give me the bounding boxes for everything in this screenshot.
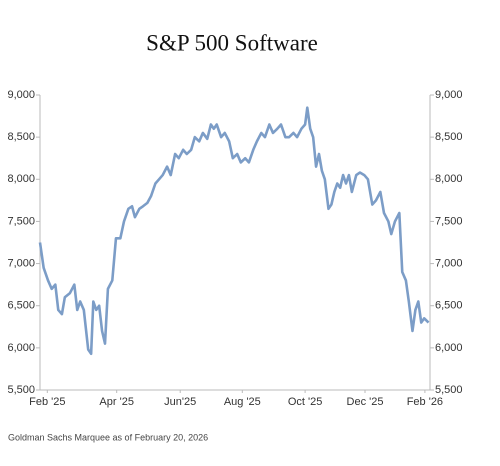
y2-tick-label: 7,500: [435, 215, 463, 227]
chart-title: S&P 500 Software: [146, 30, 318, 55]
y2-tick-label: 6,000: [435, 342, 463, 354]
x-tick-label: Feb '26: [407, 396, 443, 408]
x-tick-label: Feb '25: [29, 396, 65, 408]
x-tick-label: Apr '25: [99, 396, 134, 408]
y2-tick-label: 7,000: [435, 257, 463, 269]
y-tick-label: 7,500: [7, 215, 35, 227]
y2-tick-label: 8,500: [435, 131, 463, 143]
x-tick-label: Jun'25: [164, 396, 196, 408]
y-tick-label: 8,500: [7, 131, 35, 143]
x-tick-label: Oct '25: [288, 396, 323, 408]
y2-tick-label: 8,000: [435, 173, 463, 185]
y-tick-label: 5,500: [7, 384, 35, 396]
y2-tick-label: 9,000: [435, 89, 463, 101]
y-tick-label: 6,500: [7, 300, 35, 312]
y-tick-label: 6,000: [7, 342, 35, 354]
y-tick-label: 7,000: [7, 257, 35, 269]
y2-tick-label: 6,500: [435, 300, 463, 312]
y2-tick-label: 5,500: [435, 384, 463, 396]
x-tick-label: Aug '25: [224, 396, 261, 408]
y-tick-label: 9,000: [7, 89, 35, 101]
source-note: Goldman Sachs Marquee as of February 20,…: [8, 432, 208, 442]
y-tick-label: 8,000: [7, 173, 35, 185]
x-tick-label: Dec '25: [347, 396, 384, 408]
price-line: [38, 106, 430, 356]
